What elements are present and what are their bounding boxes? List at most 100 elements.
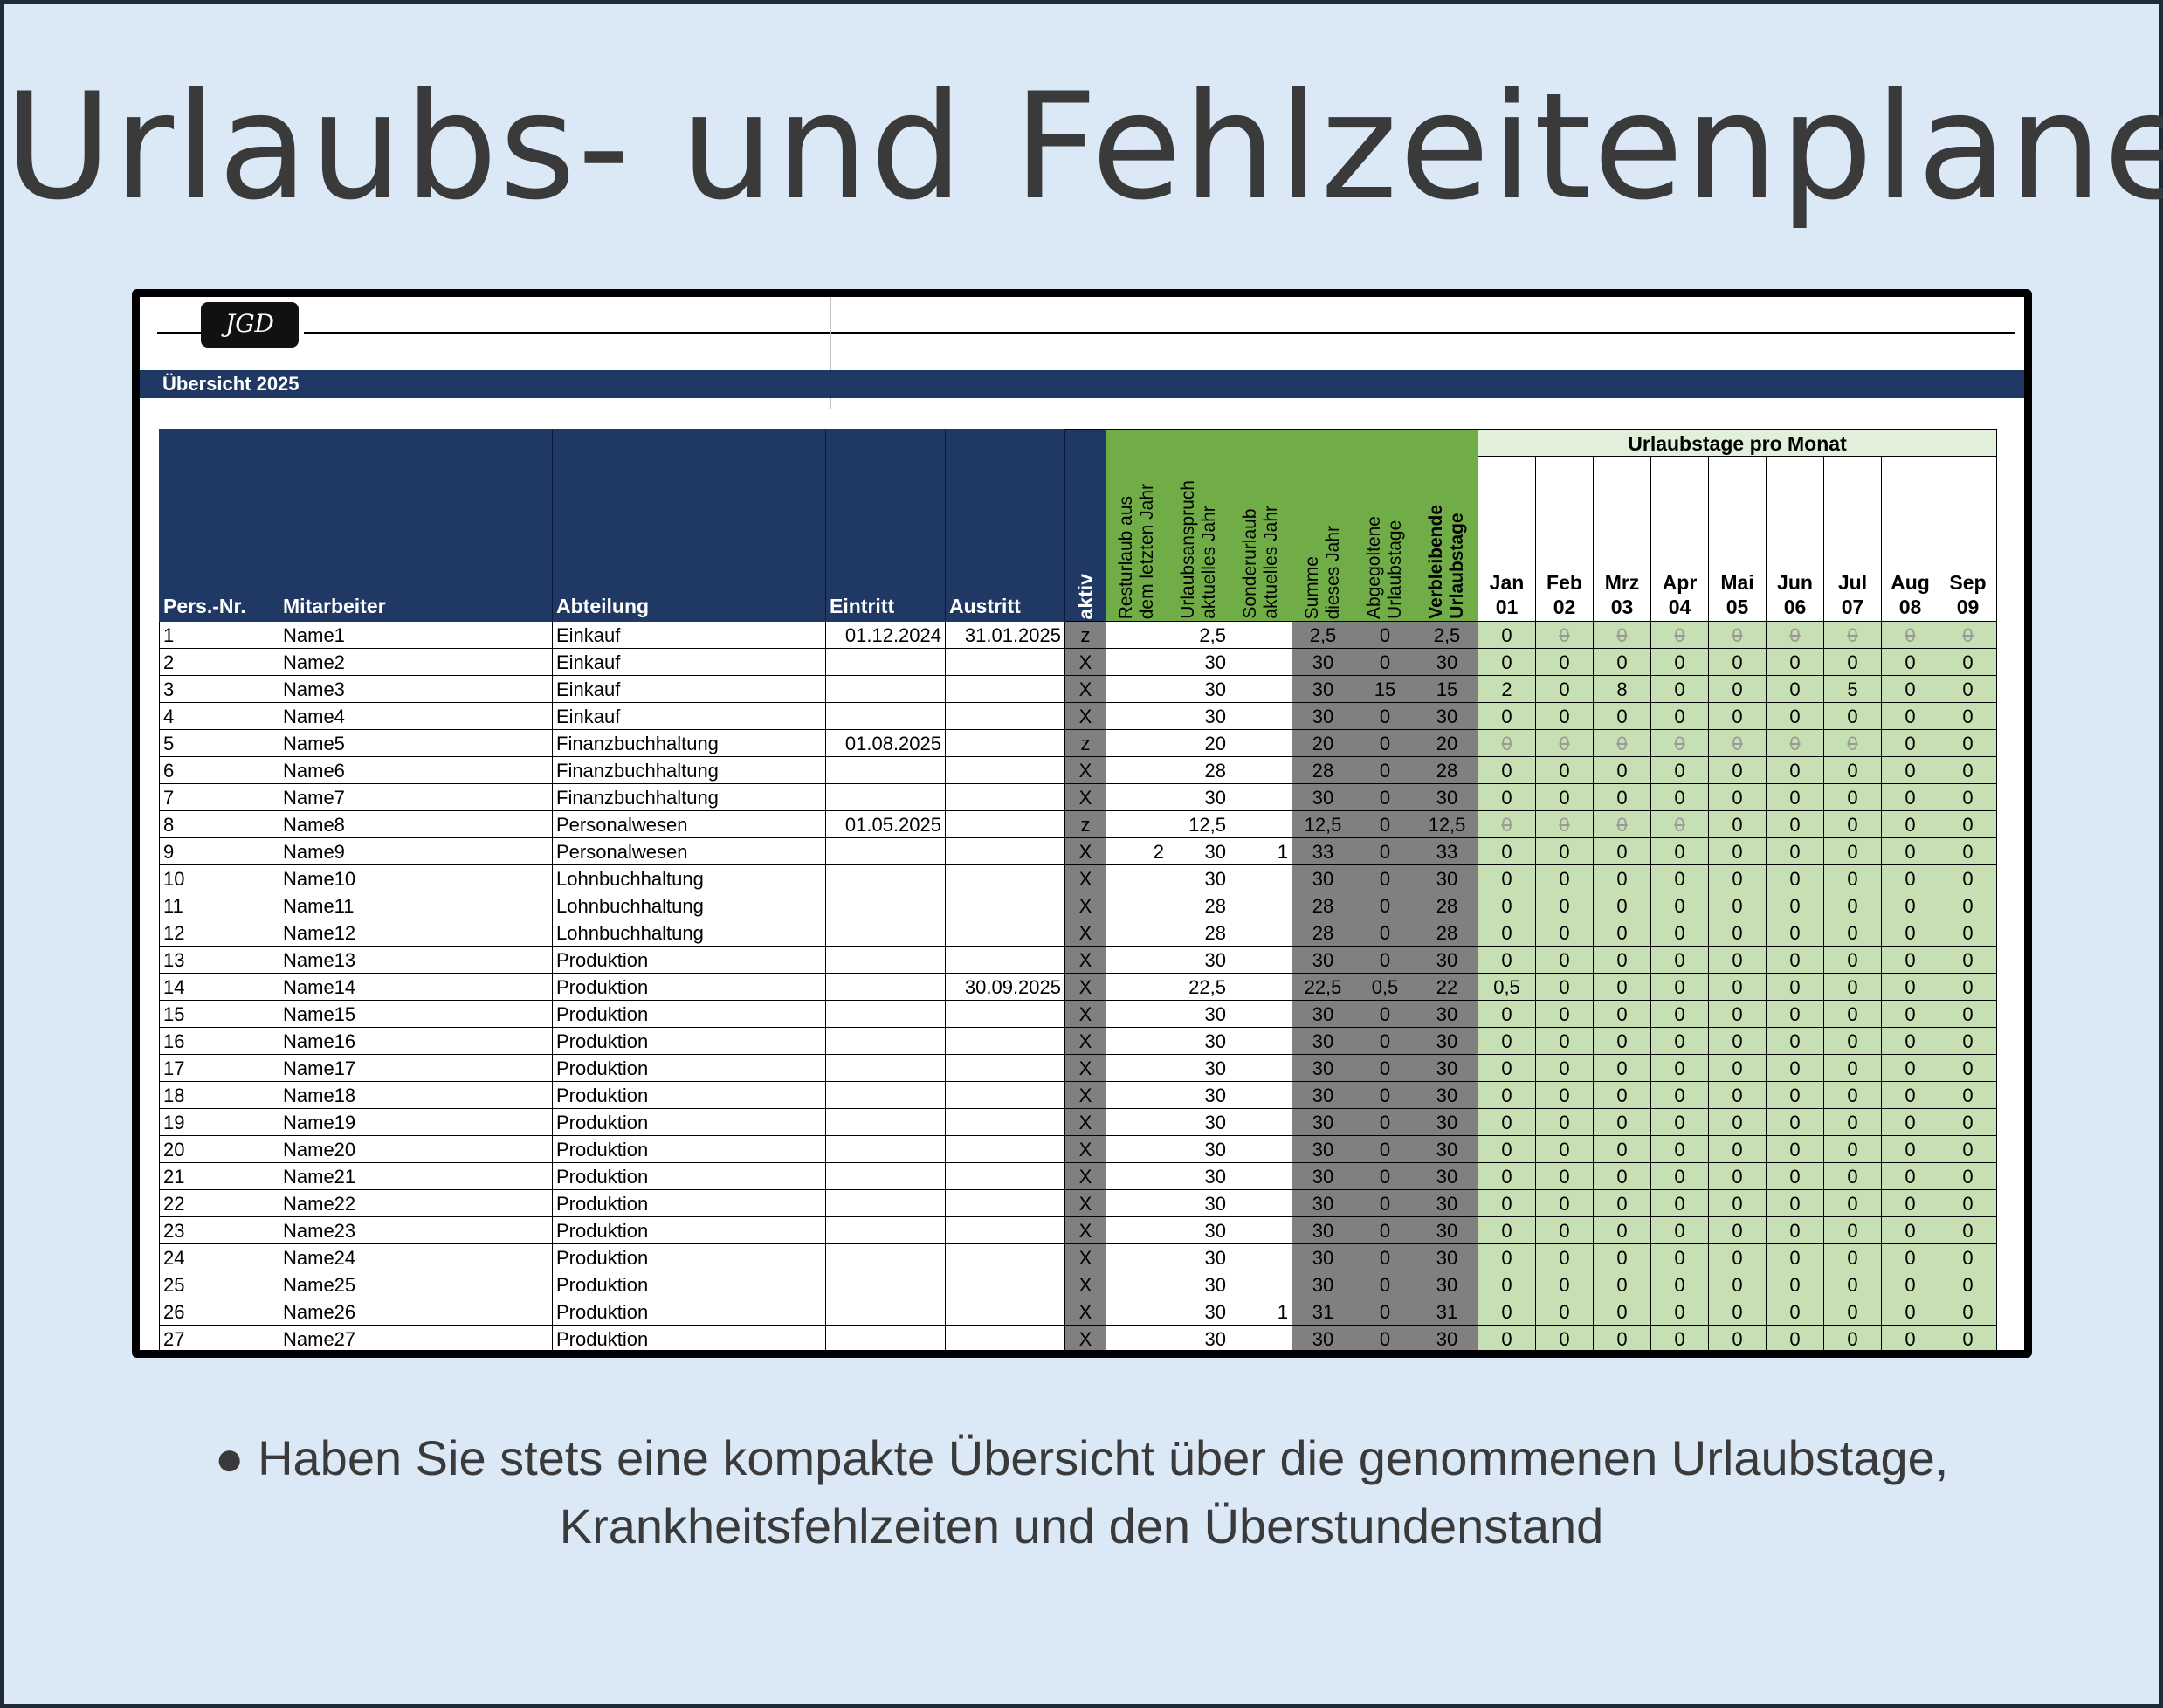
cell-month-value[interactable]: 0 — [1708, 729, 1767, 757]
cell-month-value[interactable]: 0 — [1650, 1135, 1709, 1163]
cell-month-value[interactable]: 0 — [1708, 621, 1767, 649]
cell-month-value[interactable]: 0 — [1593, 621, 1651, 649]
cell-sonderurlaub[interactable] — [1230, 1081, 1292, 1109]
cell-month-value[interactable]: 0 — [1593, 1243, 1651, 1271]
cell-verbleibend[interactable]: 30 — [1416, 1325, 1478, 1350]
cell-pers-nr[interactable]: 24 — [159, 1243, 279, 1271]
cell-summe[interactable]: 30 — [1292, 1325, 1354, 1350]
cell-month-value[interactable]: 0 — [1823, 810, 1882, 838]
cell-month-value[interactable]: 0 — [1881, 1081, 1939, 1109]
cell-abteilung[interactable]: Finanzbuchhaltung — [552, 783, 826, 811]
cell-verbleibend[interactable]: 30 — [1416, 1081, 1478, 1109]
cell-austritt[interactable] — [945, 837, 1065, 865]
cell-month-value[interactable]: 0 — [1650, 621, 1709, 649]
cell-month-value[interactable]: 0 — [1766, 946, 1824, 974]
cell-abgegolten[interactable]: 0 — [1354, 702, 1416, 730]
header-pers-nr[interactable]: Pers.-Nr. — [159, 429, 279, 622]
cell-urlaubsanspruch[interactable]: 28 — [1168, 756, 1230, 784]
cell-austritt[interactable] — [945, 1325, 1065, 1350]
cell-month-value[interactable]: 0 — [1766, 1162, 1824, 1190]
cell-month-value[interactable]: 0 — [1881, 1162, 1939, 1190]
cell-month-value[interactable]: 0 — [1593, 1108, 1651, 1136]
cell-mitarbeiter[interactable]: Name7 — [279, 783, 553, 811]
cell-sonderurlaub[interactable] — [1230, 729, 1292, 757]
cell-sonderurlaub[interactable] — [1230, 1108, 1292, 1136]
cell-mitarbeiter[interactable]: Name17 — [279, 1054, 553, 1082]
cell-month-value[interactable]: 0 — [1650, 1054, 1709, 1082]
cell-sonderurlaub[interactable] — [1230, 1189, 1292, 1217]
cell-month-value[interactable]: 0 — [1650, 837, 1709, 865]
cell-abgegolten[interactable]: 0 — [1354, 1135, 1416, 1163]
cell-month-value[interactable]: 0 — [1881, 1000, 1939, 1028]
header-verbleibend[interactable]: Verbleibende Urlaubstage — [1416, 429, 1478, 622]
cell-abgegolten[interactable]: 0 — [1354, 1325, 1416, 1350]
cell-abteilung[interactable]: Produktion — [552, 1135, 826, 1163]
cell-month-value[interactable]: 0 — [1939, 1000, 1997, 1028]
cell-aktiv[interactable]: X — [1064, 783, 1106, 811]
cell-pers-nr[interactable]: 9 — [159, 837, 279, 865]
cell-month-value[interactable]: 0 — [1881, 973, 1939, 1001]
cell-resturlaub[interactable] — [1106, 756, 1168, 784]
cell-abgegolten[interactable]: 0,5 — [1354, 973, 1416, 1001]
cell-month-value[interactable]: 0 — [1650, 1027, 1709, 1055]
cell-sonderurlaub[interactable] — [1230, 648, 1292, 676]
table-row[interactable]: 9 Name9 Personalwesen X 2 30 1 33 0 33 0 0 0 0 0 0 0 0 0 — [159, 837, 1997, 865]
cell-month-value[interactable]: 0 — [1650, 1189, 1709, 1217]
cell-month-value[interactable]: 0 — [1823, 1135, 1882, 1163]
cell-month-value[interactable]: 0 — [1708, 675, 1767, 703]
cell-pers-nr[interactable]: 19 — [159, 1108, 279, 1136]
cell-summe[interactable]: 30 — [1292, 1135, 1354, 1163]
cell-austritt[interactable] — [945, 1027, 1065, 1055]
cell-urlaubsanspruch[interactable]: 28 — [1168, 892, 1230, 919]
table-row[interactable]: 26 Name26 Produktion X 30 1 31 0 31 0 0 0 0 0 0 0 0 0 — [159, 1298, 1997, 1326]
cell-eintritt[interactable] — [825, 1081, 946, 1109]
cell-urlaubsanspruch[interactable]: 30 — [1168, 946, 1230, 974]
cell-month-value[interactable]: 0 — [1708, 946, 1767, 974]
cell-month-value[interactable]: 0 — [1535, 729, 1594, 757]
cell-month-value[interactable]: 0 — [1823, 892, 1882, 919]
cell-month-value[interactable]: 0 — [1881, 864, 1939, 892]
table-row[interactable]: 3 Name3 Einkauf X 30 30 15 15 2 0 8 0 0 0 5 0 0 — [159, 675, 1997, 703]
cell-month-value[interactable]: 0 — [1708, 1081, 1767, 1109]
cell-resturlaub[interactable] — [1106, 1081, 1168, 1109]
cell-verbleibend[interactable]: 30 — [1416, 1027, 1478, 1055]
cell-summe[interactable]: 12,5 — [1292, 810, 1354, 838]
cell-resturlaub[interactable] — [1106, 729, 1168, 757]
cell-abgegolten[interactable]: 15 — [1354, 675, 1416, 703]
cell-urlaubsanspruch[interactable]: 2,5 — [1168, 621, 1230, 649]
cell-eintritt[interactable] — [825, 1298, 946, 1326]
cell-sonderurlaub[interactable] — [1230, 946, 1292, 974]
cell-month-value[interactable]: 0 — [1766, 973, 1824, 1001]
cell-month-value[interactable]: 0 — [1535, 1135, 1594, 1163]
cell-month-value[interactable]: 0 — [1650, 946, 1709, 974]
cell-resturlaub[interactable] — [1106, 1135, 1168, 1163]
cell-month-value[interactable]: 0 — [1593, 1216, 1651, 1244]
cell-month-value[interactable]: 0 — [1478, 892, 1536, 919]
cell-austritt[interactable] — [945, 729, 1065, 757]
cell-month-value[interactable]: 0 — [1593, 837, 1651, 865]
header-month-mai[interactable]: Mai 05 — [1708, 456, 1767, 622]
cell-month-value[interactable]: 0 — [1939, 1298, 1997, 1326]
cell-month-value[interactable]: 0 — [1939, 1108, 1997, 1136]
cell-month-value[interactable]: 0 — [1939, 1271, 1997, 1298]
cell-mitarbeiter[interactable]: Name13 — [279, 946, 553, 974]
cell-resturlaub[interactable] — [1106, 1189, 1168, 1217]
cell-pers-nr[interactable]: 16 — [159, 1027, 279, 1055]
cell-month-value[interactable]: 0 — [1823, 621, 1882, 649]
cell-verbleibend[interactable]: 30 — [1416, 1000, 1478, 1028]
cell-pers-nr[interactable]: 8 — [159, 810, 279, 838]
cell-month-value[interactable]: 0 — [1823, 1027, 1882, 1055]
cell-month-value[interactable]: 0 — [1823, 864, 1882, 892]
cell-month-value[interactable]: 0 — [1881, 729, 1939, 757]
cell-eintritt[interactable] — [825, 946, 946, 974]
cell-month-value[interactable]: 0 — [1708, 837, 1767, 865]
cell-resturlaub[interactable] — [1106, 1054, 1168, 1082]
cell-month-value[interactable]: 0 — [1535, 756, 1594, 784]
cell-aktiv[interactable]: X — [1064, 973, 1106, 1001]
cell-month-value[interactable]: 0 — [1535, 837, 1594, 865]
cell-summe[interactable]: 2,5 — [1292, 621, 1354, 649]
cell-resturlaub[interactable] — [1106, 675, 1168, 703]
cell-abteilung[interactable]: Produktion — [552, 1298, 826, 1326]
cell-aktiv[interactable]: X — [1064, 675, 1106, 703]
cell-eintritt[interactable]: 01.08.2025 — [825, 729, 946, 757]
